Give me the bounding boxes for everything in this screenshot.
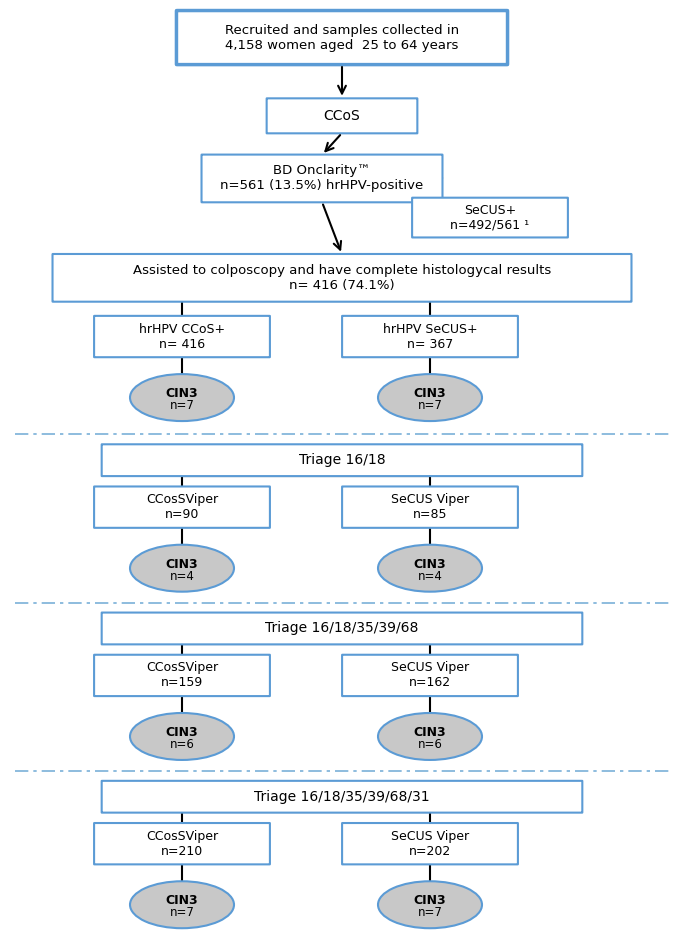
Text: SeCUS Viper
n=85: SeCUS Viper n=85 xyxy=(391,493,469,521)
FancyBboxPatch shape xyxy=(201,154,443,203)
Text: CIN3: CIN3 xyxy=(166,894,199,907)
Text: n=4: n=4 xyxy=(418,569,443,582)
Text: CCosSViper
n=210: CCosSViper n=210 xyxy=(146,830,218,858)
Text: hrHPV CCoS+
n= 416: hrHPV CCoS+ n= 416 xyxy=(139,323,225,350)
Text: n=6: n=6 xyxy=(170,738,195,751)
Text: n=6: n=6 xyxy=(418,738,443,751)
FancyBboxPatch shape xyxy=(342,487,518,527)
Text: n=4: n=4 xyxy=(170,569,195,582)
Text: CCosSViper
n=90: CCosSViper n=90 xyxy=(146,493,218,521)
Text: SeCUS+
n=492/561 ¹: SeCUS+ n=492/561 ¹ xyxy=(451,204,530,232)
FancyBboxPatch shape xyxy=(101,781,582,813)
Text: CIN3: CIN3 xyxy=(414,894,447,907)
FancyBboxPatch shape xyxy=(342,654,518,696)
Text: SeCUS Viper
n=162: SeCUS Viper n=162 xyxy=(391,661,469,689)
Text: CCosSViper
n=159: CCosSViper n=159 xyxy=(146,661,218,689)
FancyBboxPatch shape xyxy=(101,613,582,644)
Ellipse shape xyxy=(378,545,482,592)
FancyBboxPatch shape xyxy=(53,254,632,302)
Text: hrHPV SeCUS+
n= 367: hrHPV SeCUS+ n= 367 xyxy=(383,323,477,350)
Text: CIN3: CIN3 xyxy=(414,558,447,571)
Text: CIN3: CIN3 xyxy=(166,726,199,739)
Text: n=7: n=7 xyxy=(170,906,195,920)
Text: n=7: n=7 xyxy=(418,906,443,920)
Text: BD Onclarity™
n=561 (13.5%) hrHPV-positive: BD Onclarity™ n=561 (13.5%) hrHPV-positi… xyxy=(221,165,423,192)
FancyBboxPatch shape xyxy=(412,198,568,238)
FancyBboxPatch shape xyxy=(94,316,270,357)
FancyBboxPatch shape xyxy=(94,487,270,527)
FancyBboxPatch shape xyxy=(177,10,508,64)
Ellipse shape xyxy=(378,882,482,928)
Text: CIN3: CIN3 xyxy=(414,387,447,401)
FancyBboxPatch shape xyxy=(101,444,582,476)
Text: CIN3: CIN3 xyxy=(166,387,199,401)
Text: n=7: n=7 xyxy=(418,399,443,412)
Text: Assisted to colposcopy and have complete histologycal results
n= 416 (74.1%): Assisted to colposcopy and have complete… xyxy=(133,264,551,292)
Ellipse shape xyxy=(378,713,482,759)
Ellipse shape xyxy=(130,882,234,928)
Text: n=7: n=7 xyxy=(170,399,195,412)
Text: Triage 16/18/35/39/68: Triage 16/18/35/39/68 xyxy=(265,621,419,635)
FancyBboxPatch shape xyxy=(94,654,270,696)
Text: Triage 16/18/35/39/68/31: Triage 16/18/35/39/68/31 xyxy=(254,790,429,804)
Ellipse shape xyxy=(130,545,234,592)
Text: CCoS: CCoS xyxy=(323,109,360,123)
FancyBboxPatch shape xyxy=(266,98,417,134)
Text: CIN3: CIN3 xyxy=(166,558,199,571)
Ellipse shape xyxy=(130,713,234,759)
FancyBboxPatch shape xyxy=(342,823,518,865)
Ellipse shape xyxy=(130,374,234,421)
Text: SeCUS Viper
n=202: SeCUS Viper n=202 xyxy=(391,830,469,858)
Ellipse shape xyxy=(378,374,482,421)
Text: Triage 16/18: Triage 16/18 xyxy=(299,454,385,467)
Text: Recruited and samples collected in
4,158 women aged  25 to 64 years: Recruited and samples collected in 4,158… xyxy=(225,24,459,51)
FancyBboxPatch shape xyxy=(94,823,270,865)
FancyBboxPatch shape xyxy=(342,316,518,357)
Text: CIN3: CIN3 xyxy=(414,726,447,739)
